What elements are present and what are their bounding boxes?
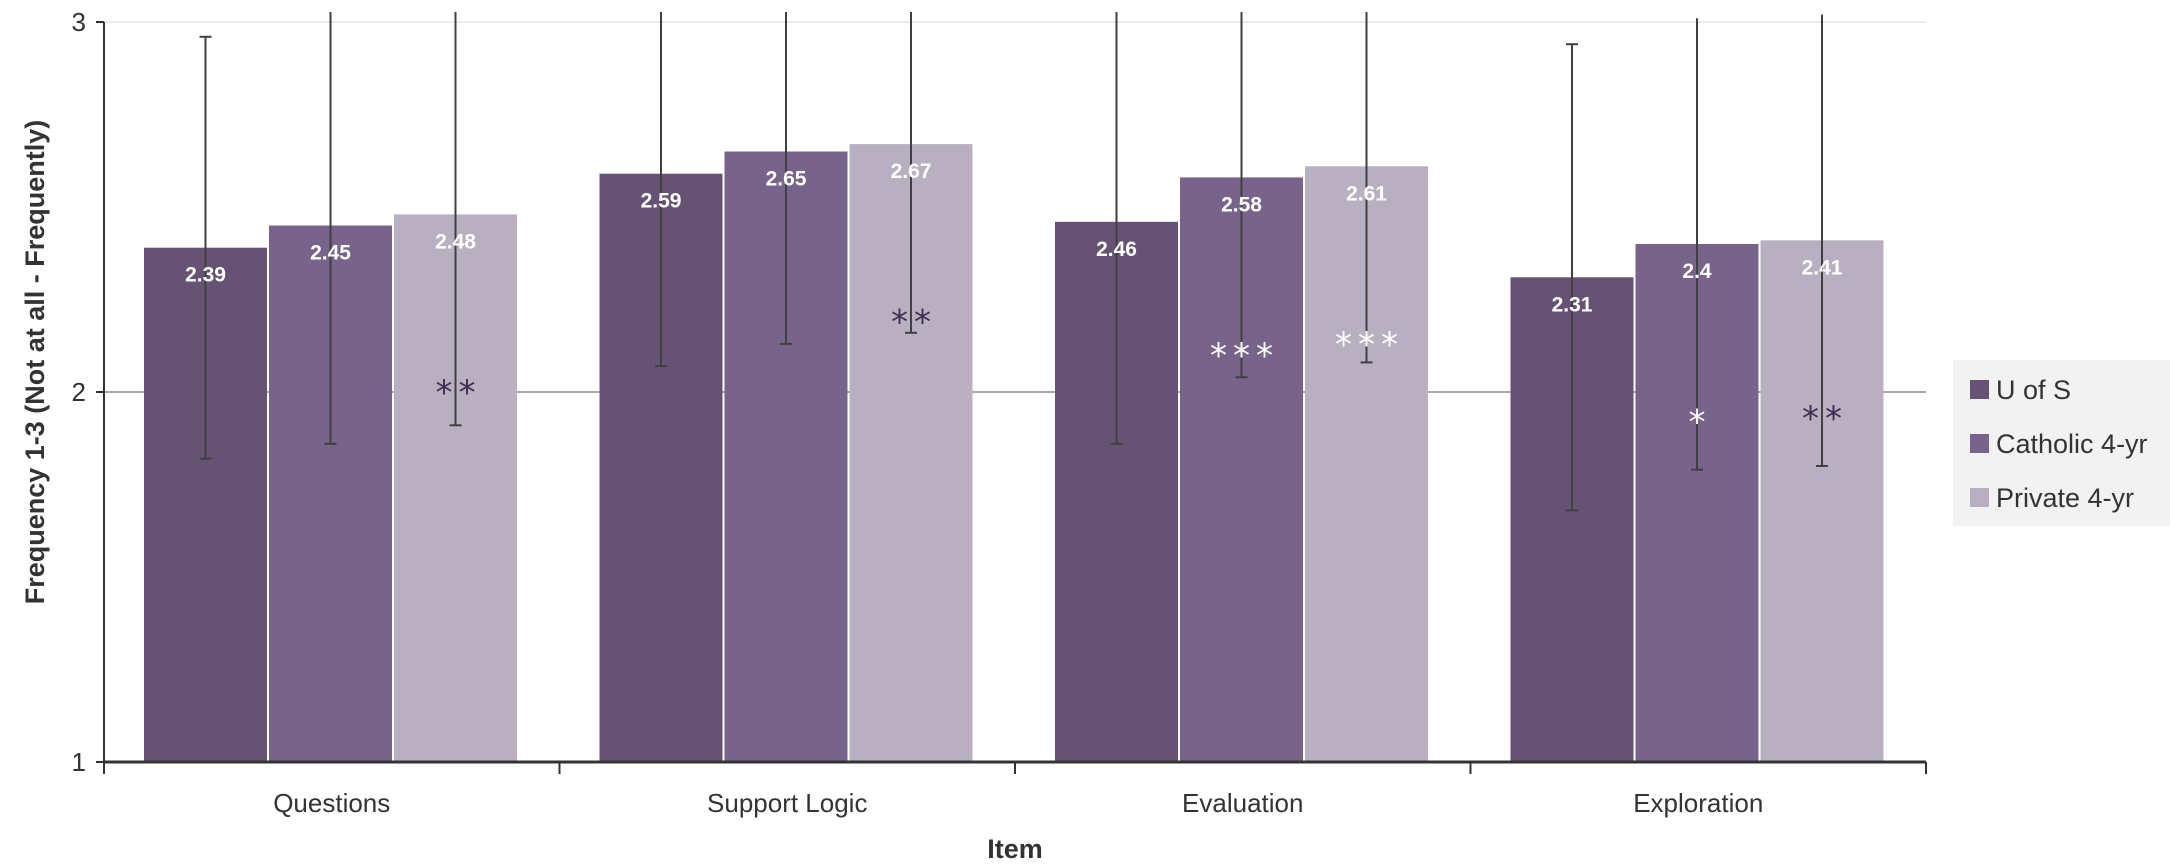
significance-marker: ** — [1802, 399, 1848, 439]
legend-swatch — [1970, 488, 1989, 507]
y-tick-label: 3 — [72, 7, 86, 37]
data-label: 2.65 — [766, 168, 807, 191]
y-tick-label: 2 — [72, 377, 86, 407]
legend-label: Private 4-yr — [1996, 483, 2134, 513]
significance-marker: ** — [436, 373, 482, 413]
data-label: 2.48 — [435, 230, 476, 253]
data-label: 2.59 — [641, 190, 682, 213]
legend: U of S Catholic 4-yr Private 4-yr — [1953, 360, 2170, 526]
x-tick-label: Evaluation — [1182, 788, 1303, 818]
legend-swatch — [1970, 380, 1989, 399]
x-axis-title: Item — [987, 834, 1043, 864]
error-bars — [199, 12, 1828, 512]
significance-marker: *** — [1210, 336, 1279, 376]
legend-label: U of S — [1996, 375, 2071, 405]
significance-marker: *** — [1335, 325, 1404, 365]
data-label: 2.31 — [1552, 293, 1593, 316]
x-tick-label: Exploration — [1633, 788, 1763, 818]
x-tick-label: Support Logic — [707, 788, 867, 818]
data-label: 2.4 — [1682, 260, 1712, 283]
data-label: 2.39 — [185, 264, 226, 287]
significance-markers: ************* — [436, 303, 1848, 443]
legend-background — [1953, 360, 2170, 526]
data-label: 2.46 — [1096, 238, 1137, 261]
data-label: 2.61 — [1346, 182, 1387, 205]
y-axis-title: Frequency 1-3 (Not at all - Frequently) — [20, 120, 50, 605]
legend-label: Catholic 4-yr — [1996, 429, 2148, 459]
legend-swatch — [1970, 434, 1989, 453]
x-tick-label: Questions — [273, 788, 390, 818]
significance-marker: * — [1689, 403, 1712, 443]
data-label: 2.45 — [310, 242, 351, 265]
data-label: 2.67 — [891, 160, 932, 183]
data-label: 2.58 — [1221, 193, 1262, 216]
data-labels: 2.39 2.59 2.46 2.31 2.45 2.65 2.58 2.4 2.48 2.67 2… — [185, 160, 1843, 316]
data-label: 2.41 — [1802, 256, 1843, 279]
bars — [144, 144, 1884, 763]
axes: 1 2 3 Questions Support Logic Evaluation Explo… — [72, 7, 1927, 818]
y-tick-label: 1 — [72, 747, 86, 777]
significance-marker: ** — [891, 303, 937, 343]
